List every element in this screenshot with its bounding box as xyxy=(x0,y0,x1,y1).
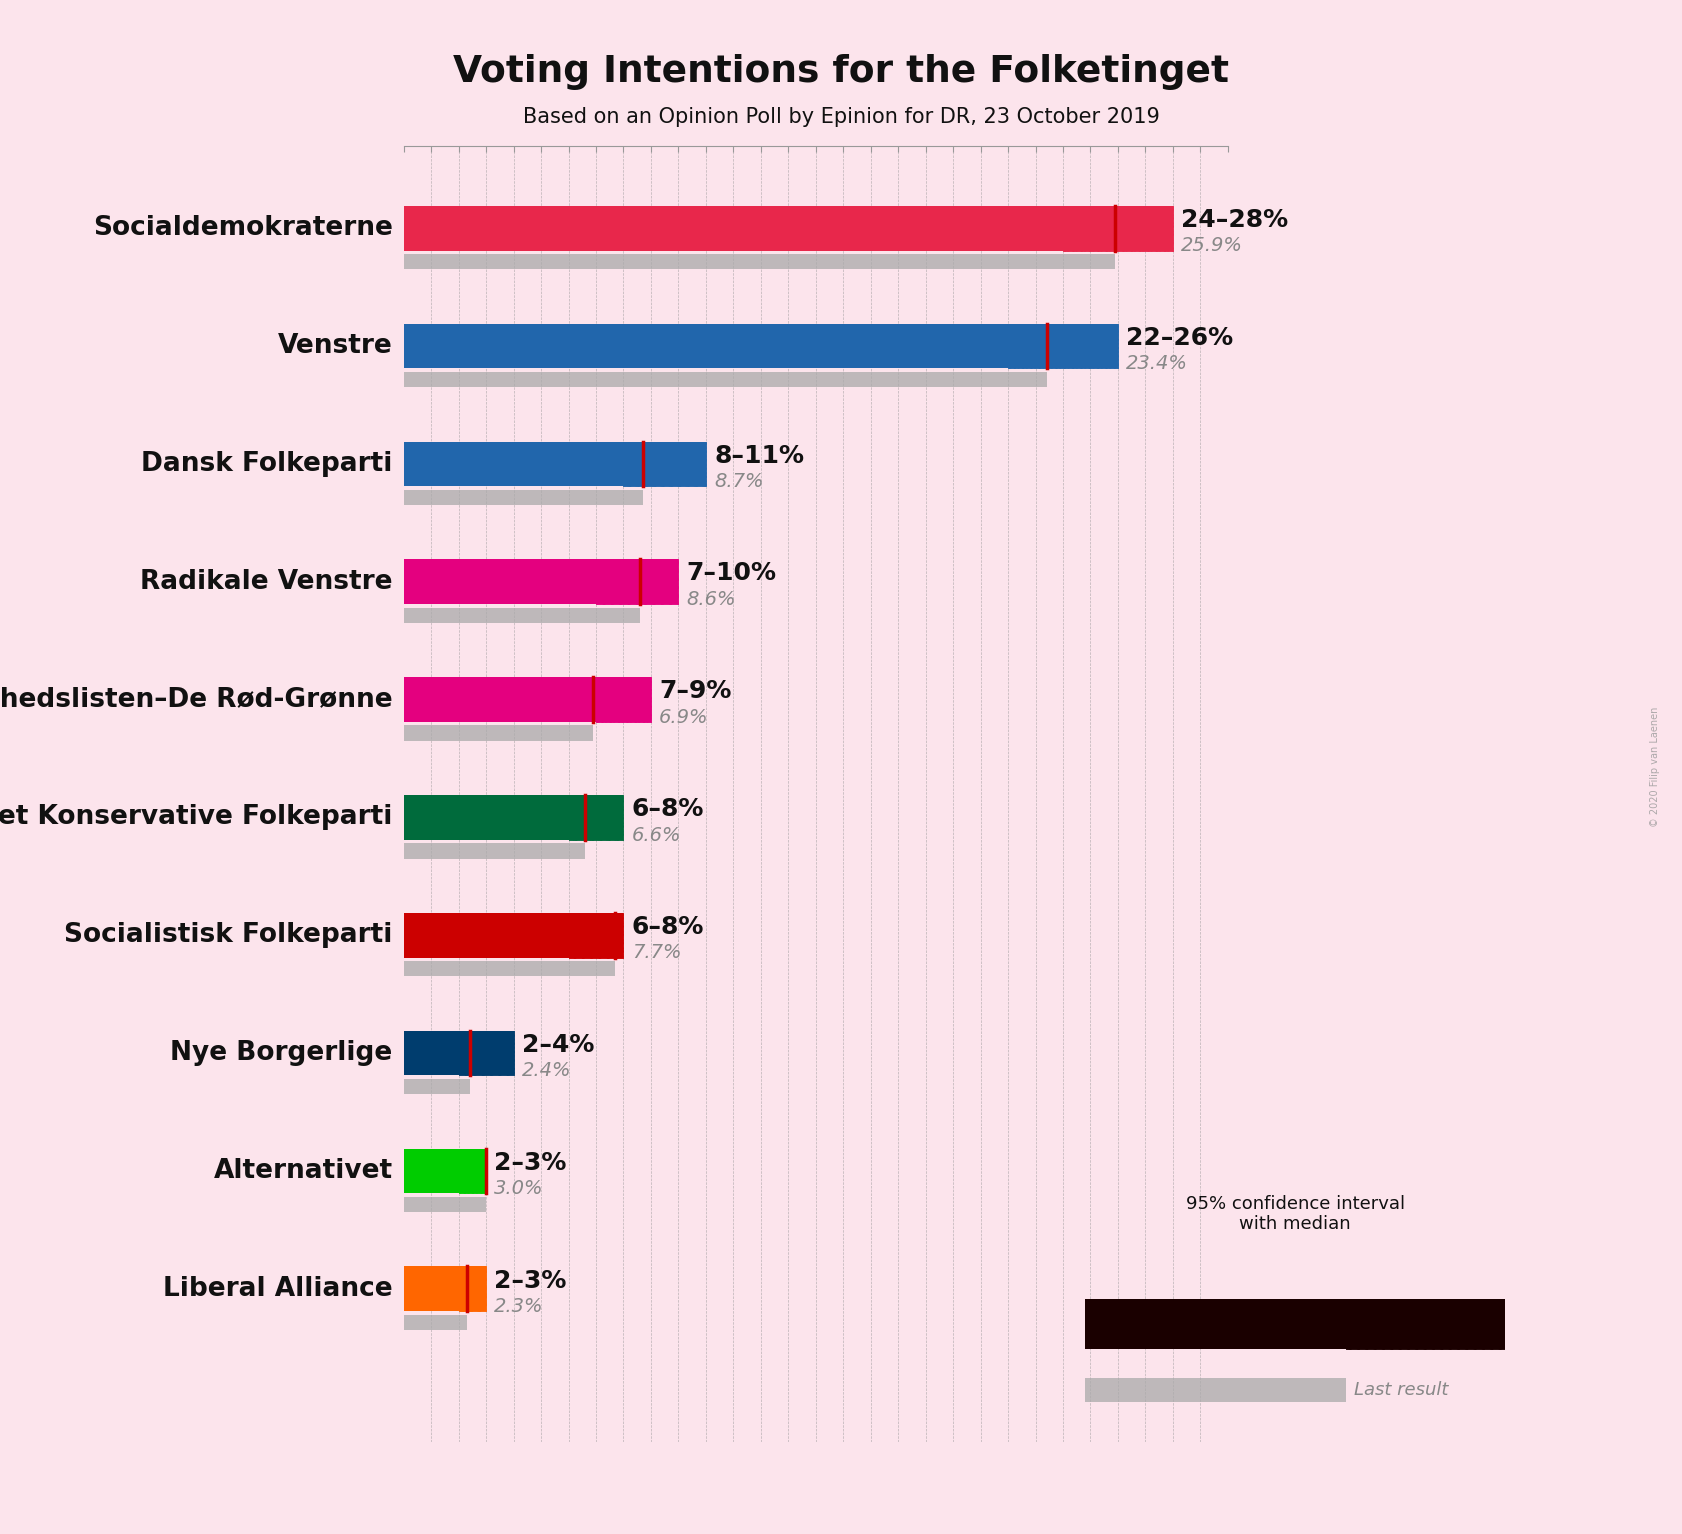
Bar xyxy=(404,324,1119,368)
Bar xyxy=(459,1149,486,1193)
Bar xyxy=(624,442,706,486)
Text: 2–4%: 2–4% xyxy=(521,1032,594,1057)
Bar xyxy=(569,795,624,839)
Bar xyxy=(404,795,624,839)
Text: Based on an Opinion Poll by Epinion for DR, 23 October 2019: Based on an Opinion Poll by Epinion for … xyxy=(523,107,1159,127)
Bar xyxy=(404,607,639,623)
Text: 7–10%: 7–10% xyxy=(686,561,777,586)
Text: Socialistisk Folkeparti: Socialistisk Folkeparti xyxy=(64,922,392,948)
Text: 7–9%: 7–9% xyxy=(659,680,732,703)
Text: 8.6%: 8.6% xyxy=(686,591,737,609)
Text: Nye Borgerlige: Nye Borgerlige xyxy=(170,1040,392,1066)
Bar xyxy=(459,1031,513,1075)
Bar xyxy=(624,442,706,486)
Bar xyxy=(1063,206,1172,250)
Bar xyxy=(1008,324,1119,368)
Bar xyxy=(595,676,651,723)
Bar xyxy=(404,962,616,977)
Bar xyxy=(1085,1299,1346,1348)
Bar xyxy=(404,560,678,604)
Bar xyxy=(1063,206,1172,250)
Bar xyxy=(404,844,585,859)
Bar xyxy=(595,560,678,604)
Text: 6–8%: 6–8% xyxy=(632,798,705,821)
Text: Radikale Venstre: Radikale Venstre xyxy=(140,569,392,595)
Text: 2–3%: 2–3% xyxy=(495,1269,567,1293)
Bar xyxy=(404,1149,486,1193)
Text: Enhedslisten–De Rød-Grønne: Enhedslisten–De Rød-Grønne xyxy=(0,687,392,713)
Text: Voting Intentions for the Folketinget: Voting Intentions for the Folketinget xyxy=(452,54,1230,89)
Text: 2.4%: 2.4% xyxy=(521,1062,572,1080)
Text: Venstre: Venstre xyxy=(278,333,392,359)
Bar xyxy=(595,560,678,604)
Bar xyxy=(1063,206,1172,250)
Bar xyxy=(404,726,594,741)
Bar xyxy=(404,1031,513,1075)
Bar xyxy=(624,442,706,486)
Text: 24–28%: 24–28% xyxy=(1181,209,1288,232)
Text: 23.4%: 23.4% xyxy=(1127,354,1187,373)
Bar xyxy=(404,1315,468,1330)
Bar xyxy=(459,1267,486,1312)
Bar xyxy=(569,795,624,839)
Bar xyxy=(459,1267,486,1312)
Bar xyxy=(459,1149,486,1193)
Text: Liberal Alliance: Liberal Alliance xyxy=(163,1276,392,1302)
Text: 7.7%: 7.7% xyxy=(632,943,681,962)
Bar xyxy=(1008,324,1119,368)
Bar xyxy=(404,489,643,505)
Text: 22–26%: 22–26% xyxy=(1127,325,1233,350)
Text: 2.3%: 2.3% xyxy=(495,1296,543,1316)
Text: 8–11%: 8–11% xyxy=(715,443,804,468)
Bar xyxy=(404,1197,486,1212)
Text: 3.0%: 3.0% xyxy=(495,1180,543,1198)
Text: 8.7%: 8.7% xyxy=(715,472,764,491)
Bar xyxy=(404,255,1115,270)
Bar xyxy=(404,442,706,486)
Bar xyxy=(569,795,624,839)
Bar xyxy=(1085,1378,1346,1402)
Bar xyxy=(459,1031,513,1075)
Text: Socialdemokraterne: Socialdemokraterne xyxy=(93,215,392,241)
Text: 2–3%: 2–3% xyxy=(495,1150,567,1175)
Bar xyxy=(404,206,1172,250)
Bar xyxy=(595,676,651,723)
Bar xyxy=(404,1078,469,1094)
Bar xyxy=(1008,324,1119,368)
Text: 6.9%: 6.9% xyxy=(659,707,708,727)
Bar xyxy=(459,1031,513,1075)
Text: Alternativet: Alternativet xyxy=(214,1158,392,1184)
Bar xyxy=(1346,1299,1505,1348)
Text: 25.9%: 25.9% xyxy=(1181,236,1243,255)
Text: Det Konservative Folkeparti: Det Konservative Folkeparti xyxy=(0,804,392,830)
Bar xyxy=(1346,1299,1505,1348)
Text: 6–8%: 6–8% xyxy=(632,914,705,939)
Bar xyxy=(569,913,624,957)
Text: Last result: Last result xyxy=(1354,1381,1448,1399)
Bar xyxy=(404,676,651,723)
Bar xyxy=(569,913,624,957)
Text: 95% confidence interval
with median: 95% confidence interval with median xyxy=(1186,1195,1404,1233)
Bar xyxy=(1346,1299,1505,1348)
Bar xyxy=(595,560,678,604)
Bar xyxy=(595,676,651,723)
Bar xyxy=(404,1267,486,1312)
Bar xyxy=(459,1149,486,1193)
Bar xyxy=(404,371,1046,387)
Bar xyxy=(404,913,624,957)
Bar xyxy=(459,1267,486,1312)
Text: 6.6%: 6.6% xyxy=(632,825,681,845)
Text: © 2020 Filip van Laenen: © 2020 Filip van Laenen xyxy=(1650,707,1660,827)
Bar xyxy=(569,913,624,957)
Text: Dansk Folkeparti: Dansk Folkeparti xyxy=(141,451,392,477)
